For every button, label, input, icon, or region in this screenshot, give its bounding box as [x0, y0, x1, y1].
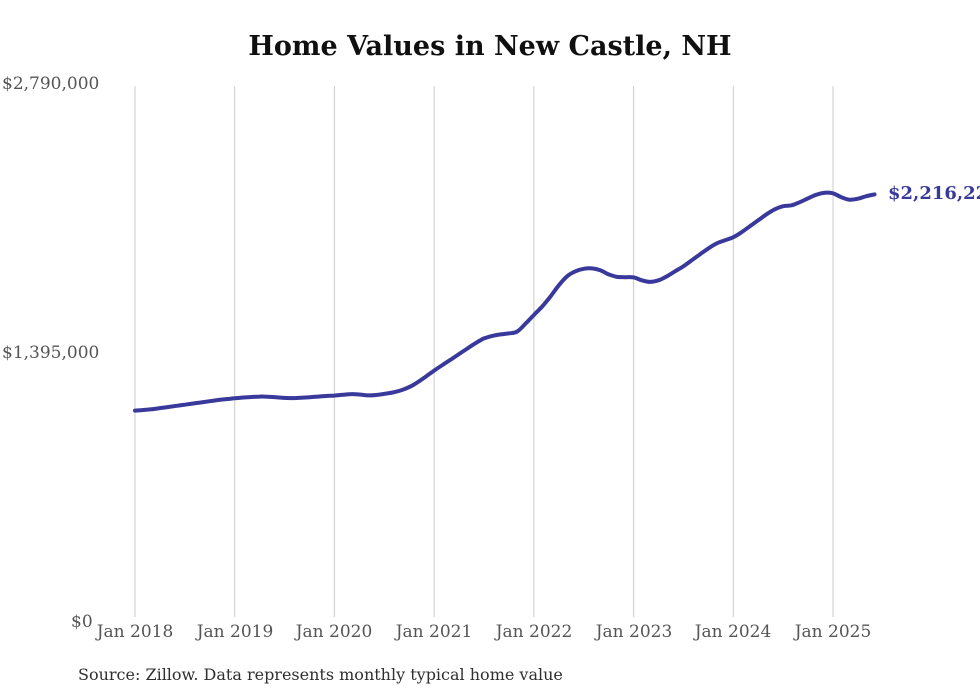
- x-axis-tick-label: Jan 2025: [794, 622, 872, 642]
- x-axis-tick-label: Jan 2021: [395, 622, 473, 642]
- x-axis-tick-label: Jan 2023: [595, 622, 673, 642]
- series-line: [133, 190, 877, 413]
- x-axis-tick-label: Jan 2020: [295, 622, 373, 642]
- x-axis-tick-label: Jan 2022: [495, 622, 573, 642]
- x-axis-tick-label: Jan 2024: [694, 622, 772, 642]
- y-axis-tick-label: $1,395,000: [2, 343, 100, 363]
- x-axis-tick-label: Jan 2018: [96, 622, 174, 642]
- y-axis-tick-label: $2,790,000: [2, 74, 100, 94]
- x-axis-tick-label: Jan 2019: [196, 622, 274, 642]
- source-note: Source: Zillow. Data represents monthly …: [78, 665, 563, 684]
- chart-title: Home Values in New Castle, NH: [248, 31, 732, 62]
- latest-value-label: $2,216,220: [888, 183, 980, 204]
- y-axis-tick-label: $0: [71, 612, 93, 632]
